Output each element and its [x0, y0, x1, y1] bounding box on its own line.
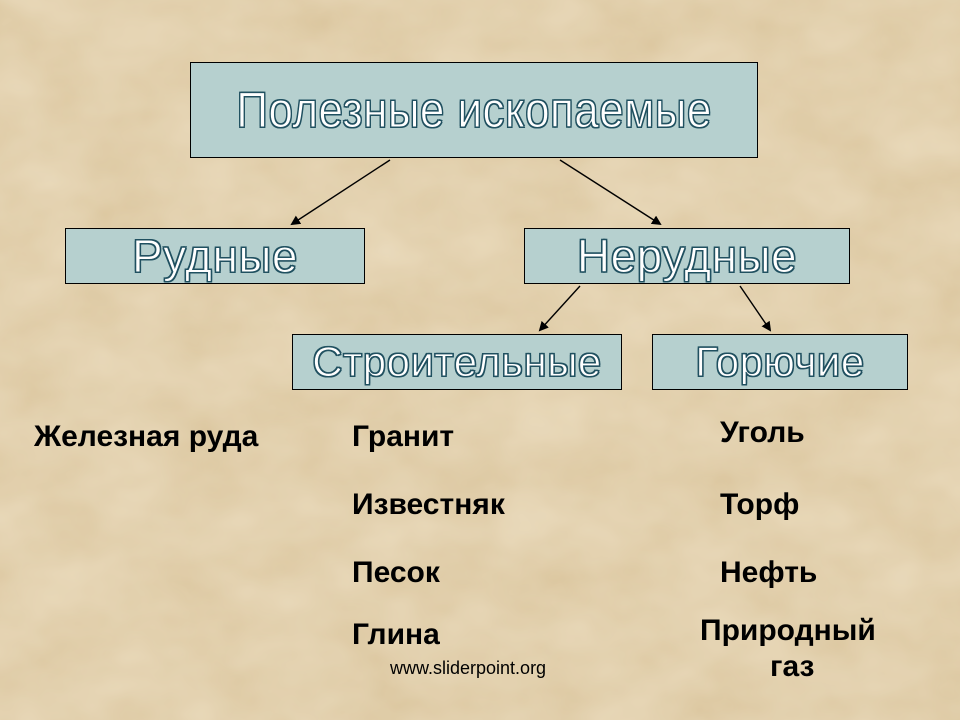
box-right: Нерудные [524, 228, 850, 284]
list-item: Известняк [352, 488, 505, 522]
footer-text: www.sliderpoint.org [390, 658, 546, 679]
box-right-label: Нерудные [577, 229, 797, 283]
list-item: Глина [352, 618, 440, 652]
list-item: Уголь [720, 416, 805, 450]
list-item: Песок [352, 556, 440, 590]
box-sub2-label: Горючие [695, 338, 864, 386]
list-item: Железная руда [34, 420, 258, 454]
list-item: Гранит [352, 420, 454, 454]
list-item: Природный [700, 614, 876, 648]
box-root-label: Полезные ископаемые [236, 81, 711, 139]
box-sub2: Горючие [652, 334, 908, 390]
box-left-label: Рудные [132, 229, 298, 283]
box-root: Полезные ископаемые [190, 62, 758, 158]
box-sub1: Строительные [292, 334, 622, 390]
list-item: Торф [720, 488, 799, 522]
list-item: Нефть [720, 556, 817, 590]
list-item: газ [770, 650, 814, 684]
box-sub1-label: Строительные [312, 338, 602, 386]
footer-label: www.sliderpoint.org [390, 658, 546, 678]
slide-content: Полезные ископаемые Рудные Нерудные Стро… [0, 0, 960, 720]
box-left: Рудные [65, 228, 365, 284]
